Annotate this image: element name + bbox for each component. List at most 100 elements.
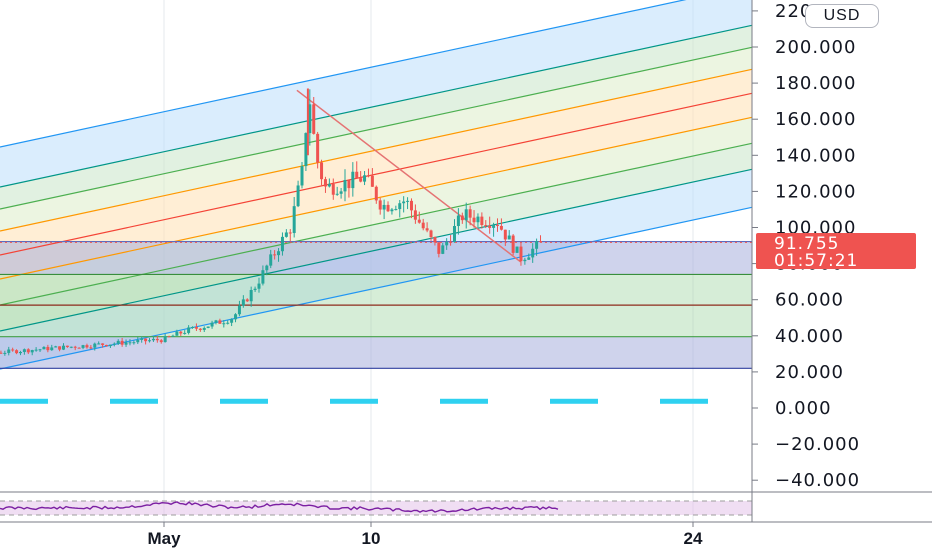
candle-down — [366, 175, 370, 177]
candle-down — [511, 235, 515, 253]
candle-up — [206, 326, 210, 328]
candle-up — [222, 323, 226, 325]
candle-up — [128, 342, 132, 344]
pitchfork-zone — [0, 143, 752, 331]
candle-up — [7, 349, 11, 353]
candle-up — [402, 201, 406, 204]
candle-down — [413, 210, 417, 220]
candle-up — [42, 346, 46, 350]
candle-up — [175, 331, 179, 336]
candle-up — [327, 183, 331, 187]
price-axis-tick-label: −20.000 — [775, 434, 860, 455]
currency-button[interactable]: USD — [805, 4, 879, 28]
candle-down — [0, 352, 3, 354]
candle-down — [347, 180, 351, 189]
candle-down — [89, 347, 93, 349]
candle-down — [73, 346, 77, 348]
candle-down — [355, 171, 359, 179]
candle-up — [390, 209, 394, 212]
candle-up — [226, 322, 230, 324]
candle-up — [202, 327, 206, 330]
candle-up — [280, 236, 284, 252]
candle-up — [183, 332, 187, 334]
price-axis-tick-label: 0.000 — [775, 398, 832, 419]
candle-down — [437, 242, 441, 254]
candle-up — [452, 226, 456, 243]
candle-down — [101, 343, 105, 345]
dashed-marker-segment — [440, 398, 488, 404]
candle-down — [359, 178, 363, 182]
candle-down — [386, 204, 390, 212]
candle-up — [406, 200, 410, 202]
pitchfork-zone — [0, 0, 752, 187]
oscillator-line — [0, 501, 559, 513]
pitchfork-zone — [0, 47, 752, 231]
time-axis-tick-label: May — [147, 529, 181, 548]
candle-up — [292, 206, 296, 234]
candle-up — [61, 345, 65, 350]
candle-down — [331, 183, 335, 195]
price-axis-tick-label: −40.000 — [775, 470, 860, 491]
candle-down — [58, 346, 62, 350]
pitchfork-level-line — [0, 46, 753, 210]
candle-up — [93, 343, 97, 348]
candle-down — [26, 349, 30, 353]
price-axis-tick-label: 200.000 — [775, 37, 856, 58]
last-price-value: 91.755 — [774, 234, 840, 254]
pitchfork-zone — [0, 69, 752, 255]
candle-up — [132, 342, 136, 344]
candle-down — [472, 217, 476, 223]
candle-up — [81, 345, 85, 348]
candle-up — [445, 241, 449, 246]
candle-down — [425, 228, 429, 231]
candle-up — [30, 350, 34, 353]
candle-up — [257, 283, 261, 289]
candle-up — [476, 216, 480, 223]
candle-down — [496, 225, 499, 227]
dashed-marker-segment — [0, 398, 48, 404]
candle-up — [191, 327, 195, 329]
candle-down — [323, 179, 327, 187]
candle-up — [22, 349, 26, 352]
candle-up — [335, 193, 339, 195]
candle-up — [18, 351, 22, 354]
fib-band — [0, 305, 752, 337]
candle-up — [456, 215, 460, 227]
trendline — [296, 89, 521, 263]
time-axis-tick-label: 10 — [362, 529, 381, 548]
candle-up — [308, 104, 312, 134]
candle-down — [421, 222, 425, 229]
candle-down — [198, 328, 202, 330]
price-axis-tick-label: 120.000 — [775, 181, 856, 202]
candle-down — [417, 219, 421, 223]
price-axis-tick-label: 40.000 — [775, 326, 844, 347]
candle-down — [312, 104, 316, 134]
candle-up — [507, 235, 511, 240]
candle-up — [108, 344, 112, 347]
candle-down — [144, 338, 148, 342]
candle-up — [163, 336, 167, 343]
candle-up — [492, 225, 496, 228]
candlestick-series — [0, 88, 543, 356]
candle-up — [515, 246, 519, 253]
candle-up — [214, 320, 218, 323]
candle-down — [320, 162, 324, 180]
pitchfork-level-line — [0, 0, 687, 148]
fib-band — [0, 336, 752, 369]
candle-up — [210, 322, 214, 327]
candle-up — [116, 340, 120, 344]
pitchfork-zone — [0, 25, 752, 209]
candle-up — [140, 338, 144, 340]
candle-down — [409, 200, 413, 211]
candle-up — [339, 191, 343, 194]
candle-down — [155, 338, 159, 341]
dashed-marker-segment — [110, 398, 158, 404]
time-axis-tick-label: 24 — [684, 529, 703, 548]
candle-down — [77, 347, 81, 349]
candle-up — [171, 335, 175, 337]
oscillator-pane — [0, 491, 932, 516]
drawing-lines — [0, 0, 753, 404]
candle-up — [97, 343, 101, 345]
candle-up — [535, 241, 539, 249]
